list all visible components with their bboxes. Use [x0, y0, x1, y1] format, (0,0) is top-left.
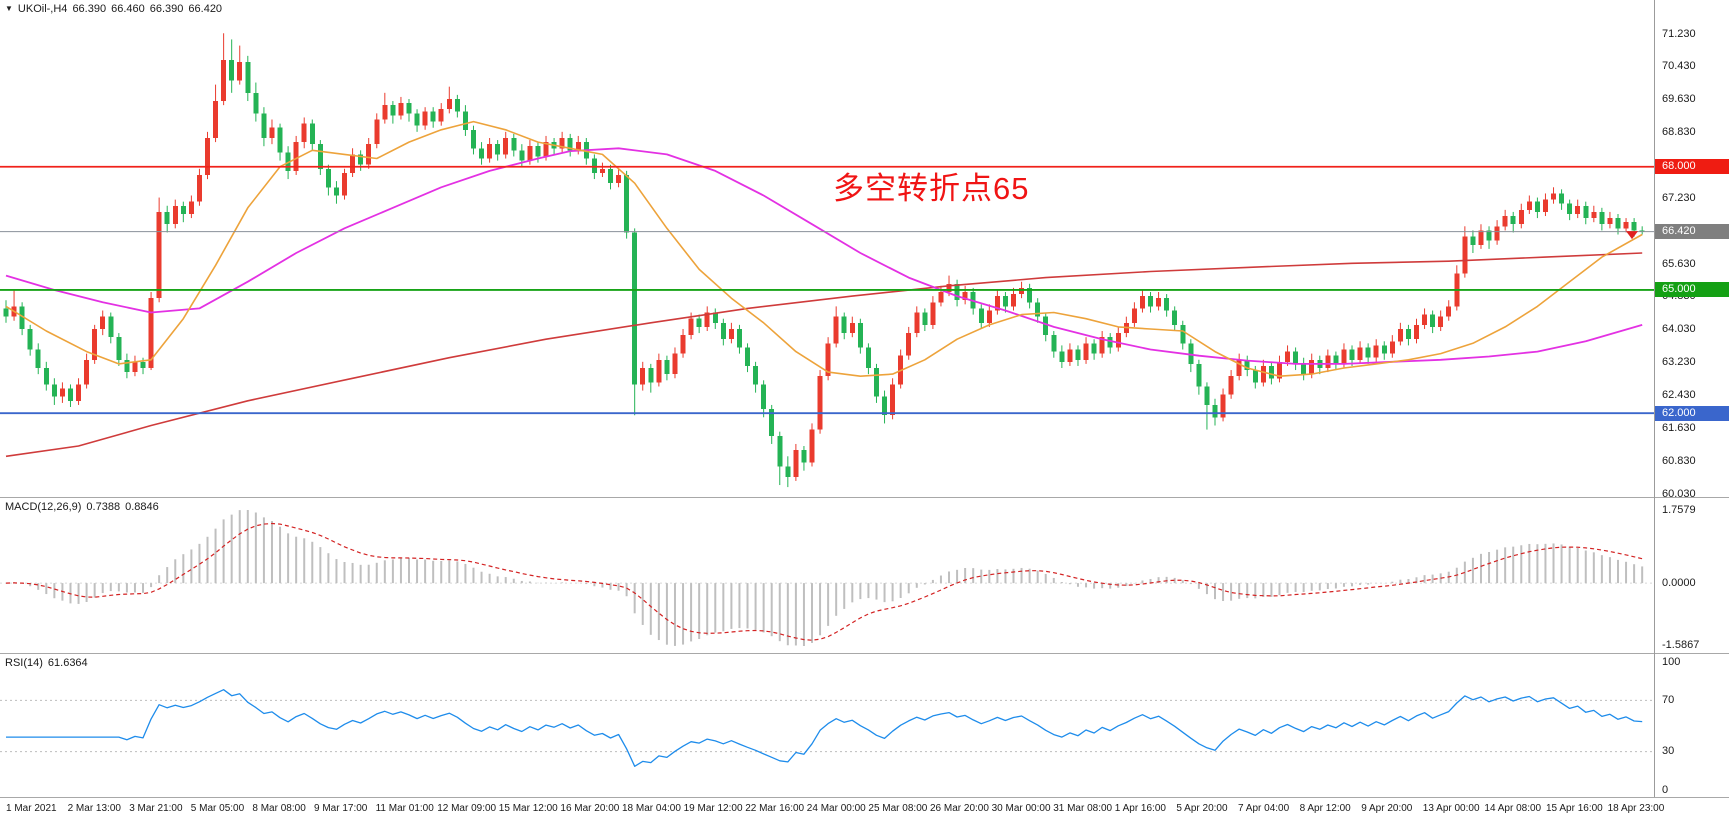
- rsi-canvas: [0, 689, 1654, 767]
- chart-title: ▼ UKOil-,H4 66.390 66.460 66.390 66.420: [5, 3, 227, 15]
- macd-main-value: 0.7388: [86, 501, 121, 513]
- macd-canvas: [0, 510, 1654, 646]
- time-label: 8 Mar 08:00: [252, 803, 306, 814]
- macd-header: MACD(12,26,9) 0.7388 0.8846: [5, 501, 164, 513]
- price-scale[interactable]: 71.23070.43069.63068.83067.23065.63064.8…: [1655, 0, 1729, 497]
- rsi-panel[interactable]: RSI(14) 61.6364 100 70 30 0: [0, 653, 1729, 797]
- time-label: 5 Mar 05:00: [190, 803, 245, 814]
- price-chart-panel[interactable]: ▼ UKOil-,H4 66.390 66.460 66.390 66.420 多空转折点…: [0, 0, 1729, 497]
- time-label: 1 Mar 2021: [6, 803, 57, 814]
- time-label: 31 Mar 08:00: [1053, 803, 1113, 814]
- rsi-scale-label: 30: [1662, 745, 1675, 758]
- time-axis[interactable]: 1 Mar 2021 2 Mar 13:00 3 Mar 21:00 5 Mar 05…: [0, 797, 1729, 831]
- time-label: 14 Apr 08:00: [1484, 803, 1542, 814]
- time-label: 12 Mar 09:00: [437, 803, 497, 814]
- price-scale-label: 64.030: [1662, 323, 1696, 336]
- price-scale-label: 61.630: [1662, 421, 1696, 434]
- time-label: 26 Mar 20:00: [930, 803, 989, 814]
- price-scale-label: 63.230: [1662, 356, 1696, 369]
- macd-scale: 1.7579 0.0000 -1.5867: [1655, 498, 1729, 653]
- rsi-label: RSI(14): [5, 657, 43, 669]
- macd-scale-label: -1.5867: [1662, 639, 1700, 651]
- macd-label: MACD(12,26,9): [5, 501, 82, 513]
- rsi-header: RSI(14) 61.6364: [5, 657, 93, 669]
- time-label: 2 Mar 13:00: [67, 803, 121, 814]
- time-label: 18 Mar 04:00: [622, 803, 681, 814]
- price-scale-label: 68.830: [1662, 126, 1696, 139]
- chart-symbol-period: UKOil-,H4: [17, 3, 68, 15]
- price-scale-label: 67.230: [1662, 191, 1696, 204]
- macd-signal-value: 0.8846: [125, 501, 159, 513]
- chart-collapse-icon[interactable]: ▼: [5, 4, 13, 13]
- rsi-scale-label: 0: [1662, 783, 1669, 796]
- chart-high-value: 66.460: [111, 3, 145, 15]
- scale-separator: [1654, 0, 1655, 797]
- time-label: 3 Mar 21:00: [129, 803, 183, 814]
- time-label: 8 Apr 12:00: [1299, 803, 1351, 814]
- price-scale-label: 71.230: [1662, 27, 1696, 40]
- time-label: 1 Apr 16:00: [1114, 803, 1166, 814]
- rsi-scale-label: 100: [1662, 655, 1681, 668]
- time-label: 7 Apr 04:00: [1238, 803, 1290, 814]
- time-label: 13 Apr 00:00: [1422, 803, 1480, 814]
- rsi-scale-label: 70: [1662, 693, 1675, 706]
- time-label: 18 Apr 23:00: [1607, 803, 1665, 814]
- last-price-marker: [1626, 231, 1638, 240]
- candlestick-canvas[interactable]: [0, 0, 1654, 497]
- time-label: 11 Mar 01:00: [375, 803, 434, 814]
- time-label: 25 Mar 08:00: [868, 803, 928, 814]
- price-level-badge: 66.420: [1655, 224, 1729, 240]
- price-level-badge: 62.000: [1655, 405, 1729, 421]
- chart-close-value: 66.420: [188, 3, 223, 15]
- time-label: 19 Mar 12:00: [683, 803, 743, 814]
- chart-low-value: 66.390: [149, 3, 184, 15]
- macd-panel[interactable]: MACD(12,26,9) 0.7388 0.8846 1.7579 0.0000 -1…: [0, 497, 1729, 653]
- price-level-badge: 68.000: [1655, 159, 1729, 175]
- macd-scale-label: 1.7579: [1662, 504, 1696, 516]
- price-scale-label: 62.430: [1662, 389, 1696, 401]
- time-label: 15 Apr 16:00: [1546, 803, 1603, 814]
- price-scale-label: 69.630: [1662, 93, 1696, 106]
- time-label: 24 Mar 00:00: [806, 803, 866, 814]
- time-label: 30 Mar 00:00: [991, 803, 1051, 814]
- price-scale-label: 70.430: [1662, 60, 1696, 73]
- price-scale-label: 65.630: [1662, 257, 1696, 270]
- price-scale-label: 60.030: [1662, 487, 1696, 497]
- time-label: 5 Apr 20:00: [1176, 803, 1228, 814]
- rsi-value: 61.6364: [47, 657, 88, 669]
- price-level-badge: 65.000: [1655, 282, 1729, 298]
- annotation-text[interactable]: 多空转折点65: [833, 171, 1030, 206]
- macd-scale-label: 0.0000: [1662, 576, 1696, 589]
- time-label: 16 Mar 20:00: [560, 803, 620, 814]
- time-label: 9 Mar 17:00: [314, 803, 368, 814]
- time-label: 22 Mar 16:00: [745, 803, 805, 814]
- time-label: 15 Mar 12:00: [498, 803, 558, 814]
- chart-open-value: 66.390: [72, 3, 107, 15]
- time-label: 9 Apr 20:00: [1361, 803, 1413, 814]
- rsi-scale: 100 70 30 0: [1655, 654, 1729, 797]
- price-scale-label: 60.830: [1662, 454, 1696, 467]
